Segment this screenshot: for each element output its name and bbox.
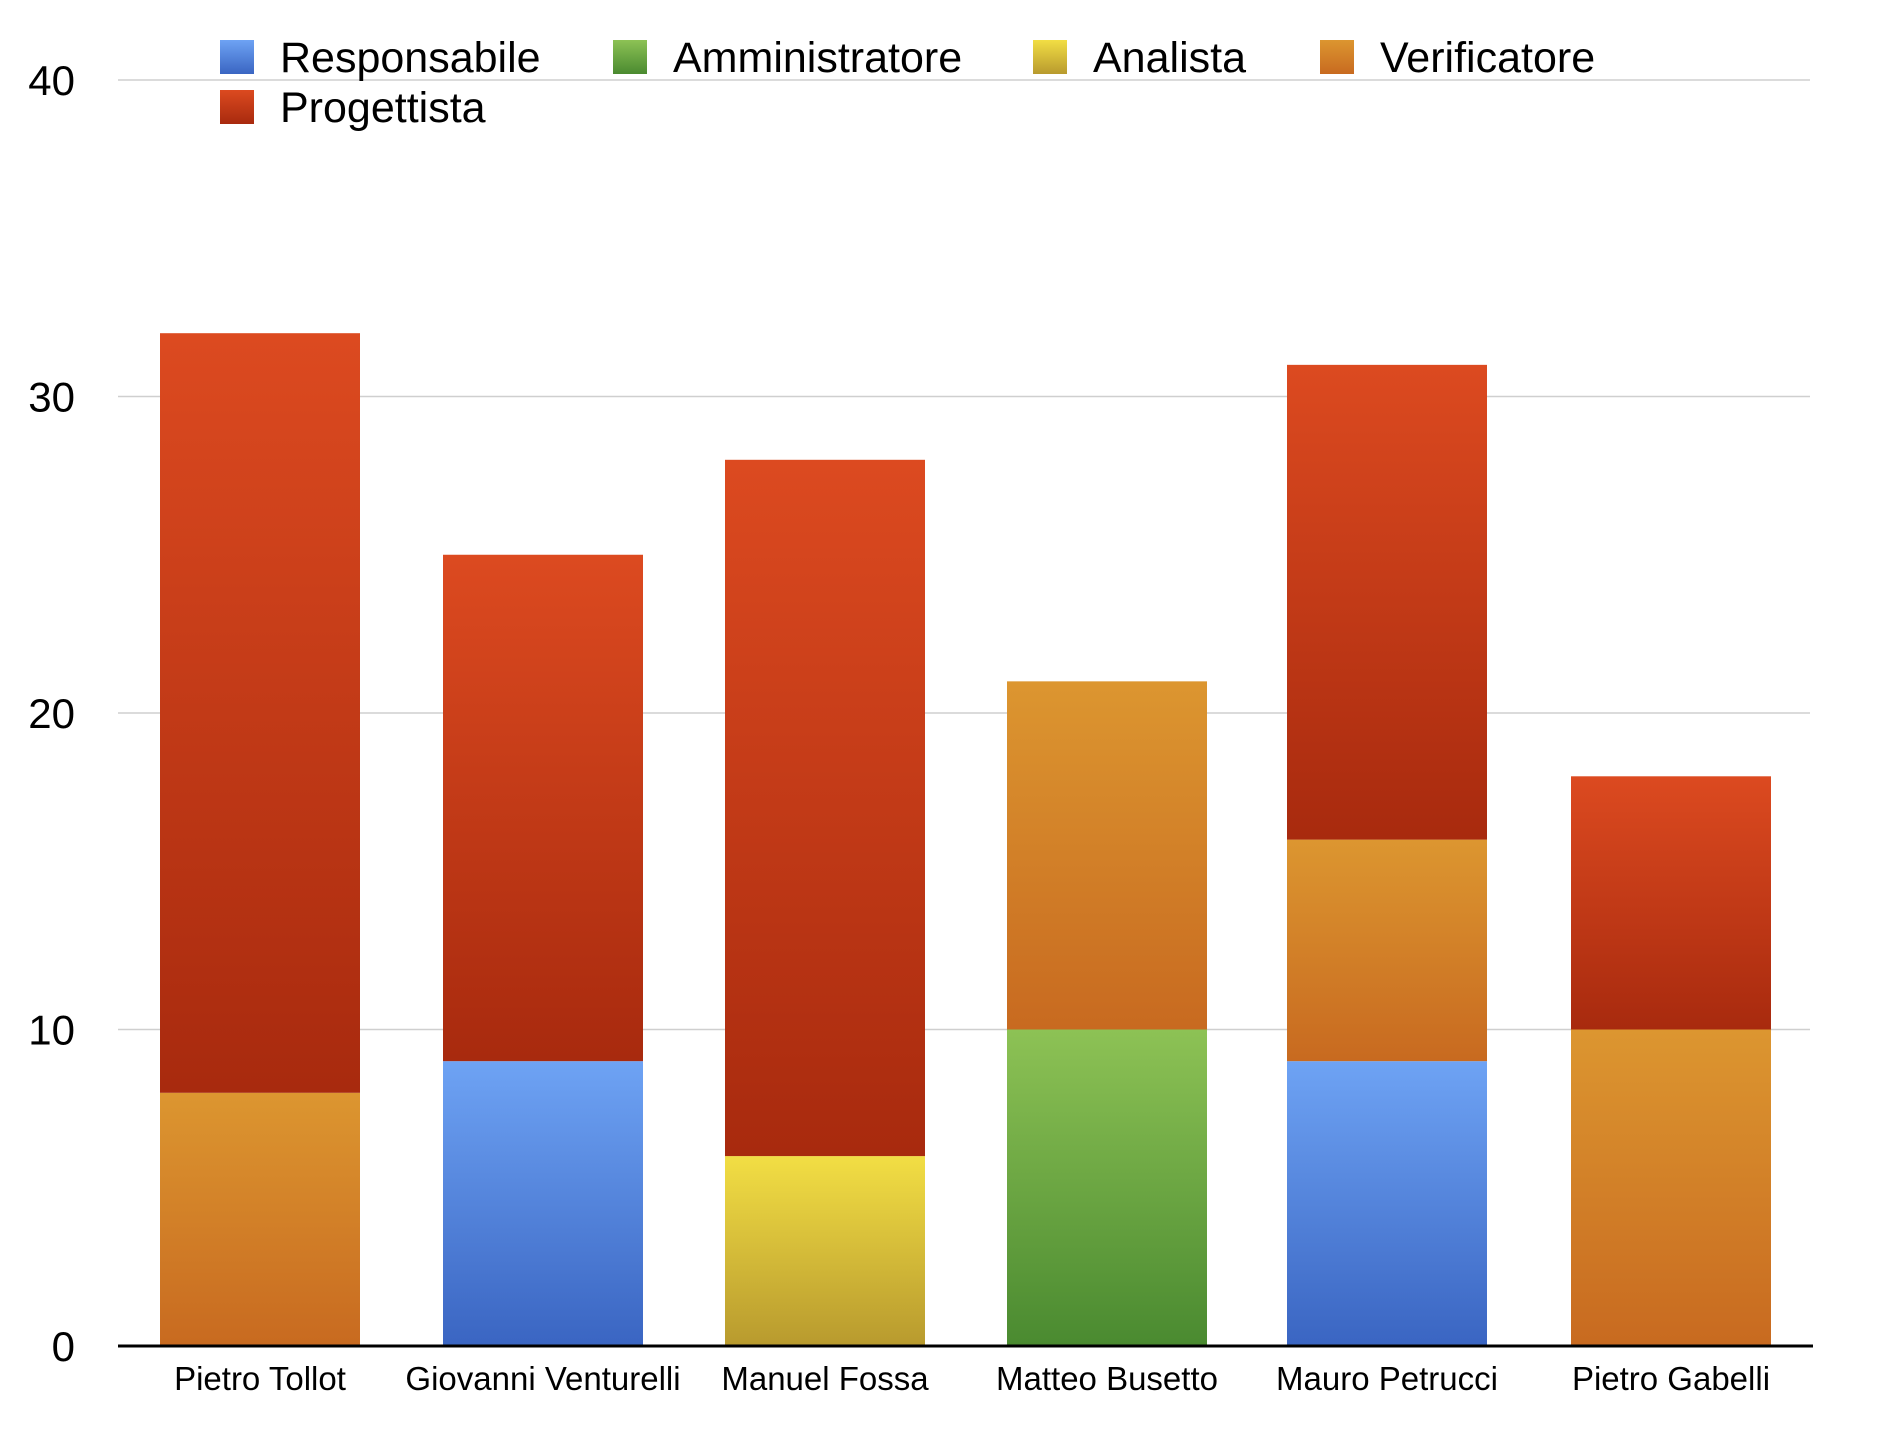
bar-segment-verificatore-1	[160, 1092, 360, 1346]
gridlines	[118, 79, 1810, 1031]
bar-segment-progettista-6	[1571, 776, 1771, 1030]
bar-segment-verificatore-4	[1007, 681, 1207, 1030]
legend-swatch-amministratore	[613, 40, 647, 74]
x-tick-label: Giovanni Venturelli	[405, 1360, 680, 1397]
axes: 0 10 20 30 40 Pietro Tollot Giovanni Venturell…	[28, 57, 1813, 1397]
bars	[160, 333, 1771, 1346]
bar-segment-progettista-2	[443, 554, 643, 1062]
legend-label-analista: Analista	[1093, 34, 1246, 82]
bar-segment-progettista-5	[1287, 364, 1487, 840]
x-tick-label: Pietro Gabelli	[1572, 1360, 1770, 1397]
legend-swatch-analista	[1033, 40, 1067, 74]
bar-segment-verificatore-6	[1571, 1029, 1771, 1346]
bar-segment-progettista-1	[160, 333, 360, 1093]
x-tick-label: Pietro Tollot	[174, 1360, 346, 1397]
legend-label-amministratore: Amministratore	[673, 34, 962, 82]
legend-label-verificatore: Verificatore	[1380, 34, 1595, 82]
legend-label-progettista: Progettista	[280, 84, 486, 132]
y-tick-label: 0	[52, 1323, 75, 1370]
y-tick-label: 30	[28, 374, 75, 421]
bar-segment-responsabile-5	[1287, 1061, 1487, 1346]
y-tick-label: 40	[28, 57, 75, 104]
legend-swatch-progettista	[220, 90, 254, 124]
y-tick-label: 10	[28, 1007, 75, 1054]
x-tick-label: Manuel Fossa	[721, 1360, 929, 1397]
legend-swatch-verificatore	[1320, 40, 1354, 74]
x-tick-label: Matteo Busetto	[996, 1360, 1218, 1397]
bar-segment-responsabile-2	[443, 1061, 643, 1346]
bar-segment-progettista-3	[725, 459, 925, 1157]
bar-segment-verificatore-5	[1287, 839, 1487, 1062]
legend-label-responsabile: Responsabile	[280, 34, 541, 82]
x-tick-label: Mauro Petrucci	[1276, 1360, 1498, 1397]
legend: Responsabile Amministratore Analista Verifi…	[220, 34, 1595, 132]
bar-segment-amministratore-4	[1007, 1029, 1207, 1346]
bar-segment-analista-3	[725, 1156, 925, 1346]
y-tick-label: 20	[28, 690, 75, 737]
legend-swatch-responsabile	[220, 40, 254, 74]
